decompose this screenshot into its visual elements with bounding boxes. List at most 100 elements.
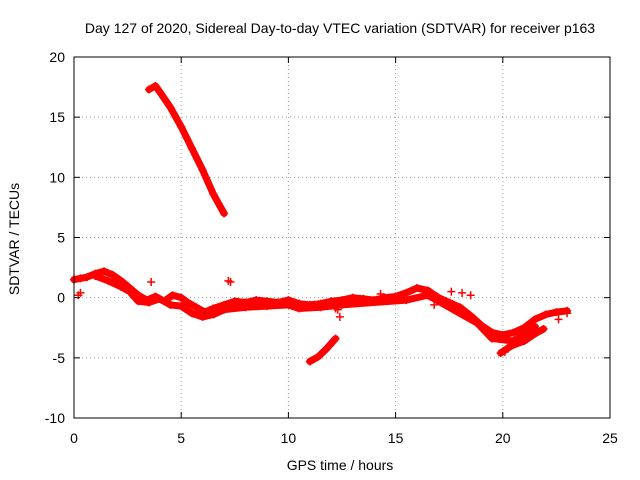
data-point xyxy=(430,300,439,309)
data-point xyxy=(230,297,239,306)
x-tick-label: 20 xyxy=(495,430,511,446)
data-point xyxy=(108,270,117,279)
series-lower-arc xyxy=(305,334,340,366)
data-point xyxy=(305,357,314,366)
data-point xyxy=(155,294,164,303)
data-point xyxy=(488,334,497,343)
data-points xyxy=(70,81,572,366)
data-point xyxy=(209,190,218,199)
data-point xyxy=(187,144,196,153)
data-point xyxy=(224,276,233,285)
data-point xyxy=(187,309,196,318)
data-point xyxy=(554,315,563,324)
data-point xyxy=(563,309,572,318)
data-point xyxy=(496,349,505,358)
data-point xyxy=(541,310,550,319)
data-point xyxy=(295,304,304,313)
data-point xyxy=(402,288,411,297)
data-point xyxy=(552,308,561,317)
data-point xyxy=(539,324,548,333)
x-axis-label: GPS time / hours xyxy=(287,457,394,473)
series-isolated-points xyxy=(74,276,572,356)
data-point xyxy=(166,103,175,112)
data-point xyxy=(76,288,85,297)
chart-title: Day 127 of 2020, Sidereal Day-to-day VTE… xyxy=(85,20,595,36)
data-point xyxy=(466,291,475,300)
data-point xyxy=(500,347,509,356)
data-point xyxy=(348,293,357,302)
data-point xyxy=(209,310,218,319)
x-tick-label: 25 xyxy=(602,430,618,446)
y-tick-label: -10 xyxy=(45,410,65,426)
series-band-lower-arc xyxy=(306,335,340,365)
data-point xyxy=(284,300,293,309)
x-tick-label: 0 xyxy=(70,430,78,446)
data-point xyxy=(125,287,134,296)
data-point xyxy=(151,81,160,90)
data-point xyxy=(76,274,85,283)
data-point xyxy=(507,341,516,350)
series-band-secondary-band xyxy=(91,272,539,345)
data-point xyxy=(447,287,456,296)
data-point xyxy=(322,344,331,353)
y-axis-label: SDTVAR / TECUs xyxy=(6,183,22,295)
data-point xyxy=(177,302,186,311)
data-point xyxy=(331,304,340,313)
data-point xyxy=(104,276,113,285)
data-point xyxy=(177,122,186,131)
data-point xyxy=(413,284,422,293)
series-upper-arc xyxy=(145,81,229,218)
data-point xyxy=(183,298,192,307)
data-point xyxy=(220,209,229,218)
y-tick-label: -5 xyxy=(53,350,66,366)
data-point xyxy=(376,290,385,299)
data-point xyxy=(331,334,340,343)
data-point xyxy=(262,302,271,311)
x-tick-label: 15 xyxy=(388,430,404,446)
data-point xyxy=(509,328,518,337)
data-point xyxy=(241,303,250,312)
data-point xyxy=(220,305,229,314)
data-point xyxy=(91,272,100,281)
data-point xyxy=(455,309,464,318)
data-point xyxy=(168,291,177,300)
y-tick-label: 20 xyxy=(49,49,65,65)
data-point xyxy=(117,282,126,291)
data-point xyxy=(458,288,467,297)
data-point xyxy=(134,297,143,306)
data-point xyxy=(438,298,447,307)
data-point xyxy=(192,303,201,312)
data-point xyxy=(530,322,539,331)
y-tick-label: 15 xyxy=(49,109,65,125)
data-point xyxy=(198,312,207,321)
data-point xyxy=(145,85,154,94)
x-tick-label: 10 xyxy=(281,430,297,446)
series-secondary-band xyxy=(91,272,539,345)
y-tick-label: 5 xyxy=(57,230,65,246)
series-dip-arc xyxy=(496,324,548,358)
data-point xyxy=(198,166,207,175)
data-point xyxy=(473,318,482,327)
data-point xyxy=(530,315,539,324)
data-point xyxy=(314,352,323,361)
data-point xyxy=(530,329,539,338)
data-point xyxy=(423,291,432,300)
data-point xyxy=(147,278,156,287)
data-point xyxy=(316,303,325,312)
data-point xyxy=(82,273,91,282)
data-point xyxy=(402,296,411,305)
data-point xyxy=(252,296,261,305)
data-point xyxy=(338,300,346,309)
y-tick-label: 10 xyxy=(49,169,65,185)
data-point xyxy=(520,336,529,345)
data-point xyxy=(100,267,109,276)
grid-lines xyxy=(74,57,610,418)
data-point xyxy=(166,300,175,309)
axis-ticks: 0 5 10 15 20 25 -10 -5 0 5 10 15 20 xyxy=(45,49,618,446)
data-point xyxy=(145,298,154,307)
data-point xyxy=(520,329,529,338)
y-tick-label: 0 xyxy=(57,290,65,306)
data-point xyxy=(177,293,186,302)
data-point xyxy=(155,87,164,96)
